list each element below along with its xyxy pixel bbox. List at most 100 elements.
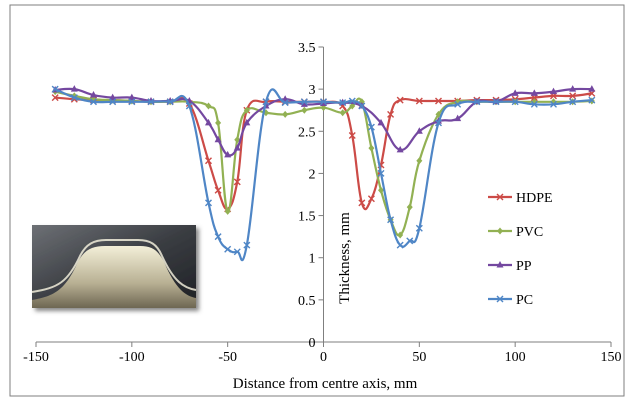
data-point-hdpe (214, 186, 222, 194)
x-tick-label: 100 (505, 350, 526, 365)
data-point-pp (569, 85, 577, 92)
marker-stroke (348, 132, 356, 139)
x-tick-label: 50 (412, 350, 426, 365)
marker-stroke (205, 157, 212, 165)
data-point-pc (367, 123, 375, 131)
marker-stroke (205, 199, 212, 207)
marker-stroke (339, 99, 347, 107)
data-point-pc (492, 98, 500, 106)
y-tick-label: 2.5 (298, 125, 316, 140)
data-point-pp (214, 135, 222, 143)
marker-stroke (233, 248, 241, 256)
marker-stroke (320, 98, 327, 106)
data-point-pc (550, 100, 557, 108)
marker-stroke (496, 193, 504, 201)
data-point-hdpe (387, 110, 395, 118)
data-point-hdpe (569, 92, 577, 100)
data-point-pc (387, 216, 395, 224)
marker-stroke (415, 224, 423, 232)
legend-label-pvc: PVC (516, 225, 543, 240)
data-point-pp (90, 91, 97, 98)
data-point-pc (339, 99, 347, 107)
x-axis-title: Distance from centre axis, mm (233, 376, 418, 392)
data-point-pp (233, 144, 241, 151)
y-tick-label: 3.5 (298, 41, 316, 56)
data-point-pc (435, 119, 442, 127)
data-point-pc (406, 237, 414, 245)
marker-stroke (396, 241, 404, 249)
data-point-pp (243, 118, 251, 126)
marker-stroke (367, 123, 375, 131)
data-point-pc (320, 98, 327, 106)
marker-stroke (224, 245, 232, 253)
marker-stroke (406, 237, 414, 245)
data-point-pc (569, 98, 577, 106)
marker-stroke (300, 98, 308, 106)
marker-stroke (262, 98, 270, 106)
legend-marker-pp (496, 261, 504, 268)
marker-stroke (569, 98, 577, 106)
marker-stroke (530, 100, 538, 108)
legend-item-pc: PC (488, 293, 533, 308)
marker-stroke (109, 98, 117, 106)
series-line-pc (54, 88, 592, 262)
data-point-pvc (243, 106, 250, 114)
data-point-pp (530, 89, 538, 96)
marker-stroke (90, 98, 97, 106)
x-tick-label: 0 (320, 350, 327, 365)
data-point-hdpe (435, 97, 442, 105)
data-point-hdpe (233, 178, 241, 186)
data-point-pp (109, 93, 117, 101)
data-point-pc (128, 98, 136, 106)
marker-stroke (147, 98, 155, 106)
data-point-pvc (397, 231, 404, 239)
data-point-pc (70, 94, 78, 102)
data-point-pc (205, 199, 212, 207)
data-point-pc (396, 241, 404, 249)
marker-stroke (358, 102, 366, 110)
data-point-pvc (224, 207, 231, 215)
y-tick-label: 1.5 (298, 210, 316, 225)
legend-label-pc: PC (516, 293, 533, 308)
marker-stroke (51, 85, 59, 93)
marker-stroke (51, 94, 59, 102)
data-point-pc (358, 102, 366, 110)
y-tick-label: 0.5 (298, 294, 316, 309)
data-point-pp (205, 118, 212, 126)
legend-item-pvc: PVC (488, 225, 543, 240)
legend-item-hdpe: HDPE (488, 191, 553, 206)
data-point-pc (511, 98, 519, 106)
data-point-pvc (215, 119, 222, 127)
marker-stroke (588, 96, 596, 104)
data-point-pp (128, 93, 136, 101)
data-point-hdpe (367, 195, 375, 203)
data-point-pp (415, 127, 423, 134)
legend-label-hdpe: HDPE (516, 191, 553, 206)
data-point-hdpe (205, 157, 212, 165)
y-tick-label: 1 (309, 252, 316, 267)
data-point-pc (90, 98, 97, 106)
data-point-pp (396, 145, 404, 153)
data-point-pc (166, 98, 174, 106)
data-point-pc (454, 100, 462, 108)
x-tick-label: -150 (23, 350, 49, 365)
legend-item-pp: PP (488, 259, 532, 274)
legend-marker-pc (496, 295, 504, 303)
marker-stroke (233, 178, 241, 186)
data-point-pc (147, 98, 155, 106)
data-point-pp (300, 100, 308, 107)
marker-stroke (387, 110, 395, 118)
data-point-pc (109, 98, 117, 106)
marker-stroke (214, 186, 222, 194)
data-point-pvc (205, 102, 212, 110)
data-point-hdpe (348, 132, 356, 139)
marker-stroke (128, 98, 136, 106)
y-axis-title: Thickness, mm (337, 212, 353, 304)
data-point-pc (300, 98, 308, 106)
data-point-pc (214, 233, 222, 241)
marker-stroke (511, 98, 519, 106)
marker-stroke (185, 102, 193, 110)
data-point-pvc (339, 109, 346, 117)
data-point-pp (70, 85, 78, 92)
data-point-pc (224, 245, 232, 253)
